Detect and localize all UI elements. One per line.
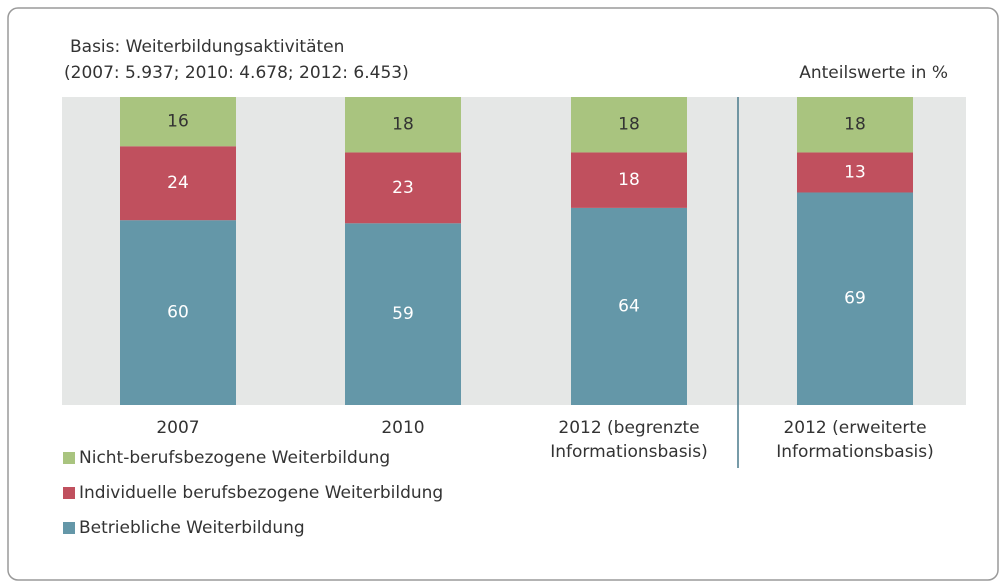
- value-label: 64: [618, 296, 640, 316]
- bar-segment: [797, 192, 913, 405]
- legend-swatch: [63, 487, 75, 499]
- bar-segment: [571, 152, 687, 208]
- x-tick-label: 2010: [381, 418, 424, 438]
- value-label: 59: [392, 304, 414, 324]
- legend-swatch: [63, 452, 75, 464]
- value-label: 18: [844, 115, 866, 135]
- unit-label: Anteilswerte in %: [799, 63, 948, 83]
- legend-swatch: [63, 522, 75, 534]
- value-label: 18: [392, 115, 414, 135]
- legend-label: Betriebliche Weiterbildung: [79, 518, 305, 538]
- subtitle: Basis: Weiterbildungsaktivitäten: [70, 37, 344, 57]
- x-tick-label: 2007: [156, 418, 199, 438]
- value-label: 60: [167, 303, 189, 323]
- bar-segment: [120, 220, 236, 405]
- value-label: 18: [618, 170, 640, 190]
- value-label: 23: [392, 178, 414, 198]
- x-tick-label: 2012 (begrenzte Informationsbasis): [550, 418, 708, 462]
- legend-label: Nicht-berufsbezogene Weiterbildung: [79, 448, 390, 468]
- bar-segment: [345, 152, 461, 224]
- bar-segment: [797, 152, 913, 193]
- value-label: 18: [618, 115, 640, 135]
- bar-segment: [345, 223, 461, 405]
- value-label: 13: [844, 162, 866, 182]
- bar-segment: [571, 207, 687, 405]
- value-label: 69: [844, 289, 866, 309]
- value-label: 24: [167, 173, 189, 193]
- subtitle: (2007: 5.937; 2010: 4.678; 2012: 6.453): [64, 63, 409, 83]
- bar-segment: [345, 97, 461, 153]
- x-tick-label: 2012 (erweiterte Informationsbasis): [776, 418, 934, 462]
- bar-segment: [571, 97, 687, 153]
- bar-segment: [797, 97, 913, 153]
- legend-label: Individuelle berufsbezogene Weiterbildun…: [79, 483, 443, 503]
- bar-segment: [120, 146, 236, 221]
- value-label: 16: [167, 112, 189, 132]
- bar-segment: [120, 97, 236, 147]
